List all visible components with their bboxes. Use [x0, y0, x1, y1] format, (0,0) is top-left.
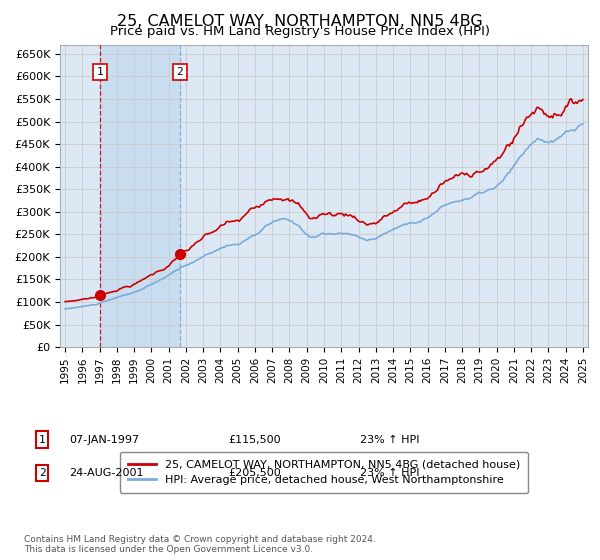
Text: 24-AUG-2001: 24-AUG-2001 — [69, 468, 143, 478]
Text: £205,500: £205,500 — [228, 468, 281, 478]
Text: £115,500: £115,500 — [228, 435, 281, 445]
Text: 2: 2 — [176, 67, 183, 77]
Text: 1: 1 — [38, 435, 46, 445]
Text: 07-JAN-1997: 07-JAN-1997 — [69, 435, 139, 445]
Text: Price paid vs. HM Land Registry's House Price Index (HPI): Price paid vs. HM Land Registry's House … — [110, 25, 490, 38]
Bar — [100, 45, 180, 347]
Text: 25, CAMELOT WAY, NORTHAMPTON, NN5 4BG: 25, CAMELOT WAY, NORTHAMPTON, NN5 4BG — [117, 14, 483, 29]
Text: 23% ↑ HPI: 23% ↑ HPI — [360, 435, 419, 445]
Text: 23% ↑ HPI: 23% ↑ HPI — [360, 468, 419, 478]
Text: Contains HM Land Registry data © Crown copyright and database right 2024.
This d: Contains HM Land Registry data © Crown c… — [24, 535, 376, 554]
Legend: 25, CAMELOT WAY, NORTHAMPTON, NN5 4BG (detached house), HPI: Average price, deta: 25, CAMELOT WAY, NORTHAMPTON, NN5 4BG (d… — [120, 452, 528, 493]
Text: 2: 2 — [38, 468, 46, 478]
Text: 1: 1 — [97, 67, 104, 77]
